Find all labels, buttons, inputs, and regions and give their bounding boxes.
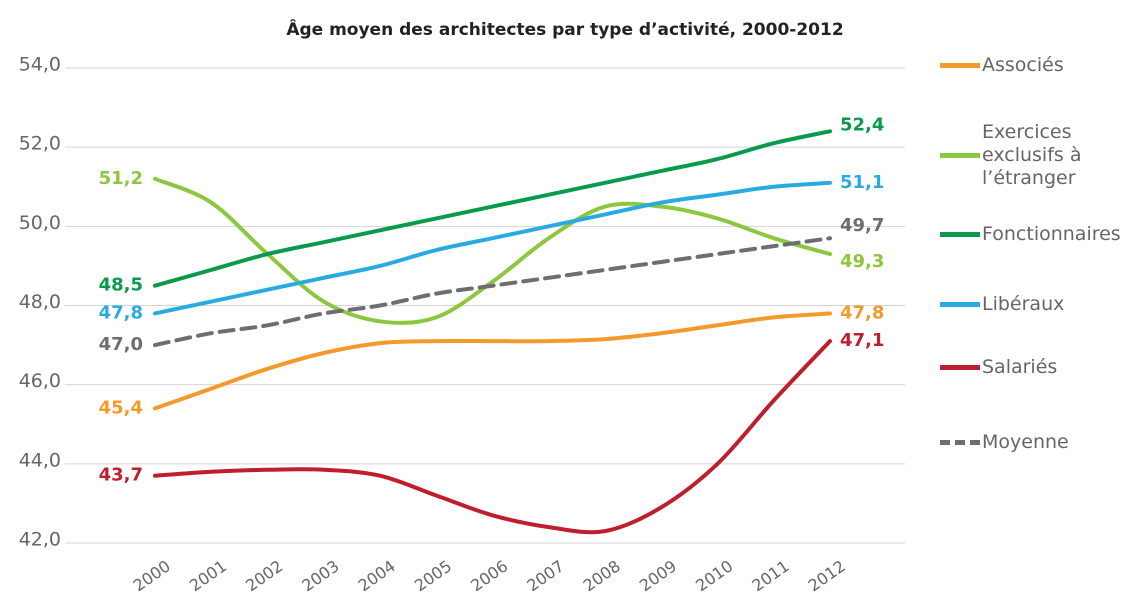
x-tick-label: 2008 bbox=[580, 556, 624, 595]
legend-item: Fonctionnaires bbox=[940, 223, 1131, 246]
legend-item: Moyenne bbox=[940, 431, 1131, 454]
legend-label: Exercices exclusifs à l’étranger bbox=[982, 120, 1082, 189]
legend-label: Libéraux bbox=[982, 293, 1065, 315]
x-tick-label: 2002 bbox=[242, 556, 286, 595]
x-tick-label: 2012 bbox=[805, 556, 849, 595]
legend-swatch bbox=[940, 365, 980, 370]
y-tick-label: 46,0 bbox=[19, 370, 61, 392]
x-tick-label: 2011 bbox=[748, 556, 792, 595]
series-line bbox=[153, 180, 832, 316]
legend-item: Libéraux bbox=[940, 293, 1131, 316]
x-tick-label: 2001 bbox=[186, 556, 230, 595]
legend-label: Fonctionnaires bbox=[982, 223, 1121, 245]
x-tick-label: 2005 bbox=[411, 556, 455, 595]
data-label: 47,8 bbox=[840, 302, 884, 323]
series-line bbox=[153, 236, 832, 348]
data-label: 51,2 bbox=[99, 168, 143, 189]
y-tick-label: 42,0 bbox=[19, 529, 61, 551]
legend-item: Salariés bbox=[940, 356, 1131, 379]
x-tick-label: 2006 bbox=[467, 556, 511, 595]
data-label: 49,7 bbox=[840, 215, 884, 236]
x-tick-label: 2010 bbox=[692, 556, 736, 595]
legend-label: Associés bbox=[982, 54, 1064, 76]
data-label: 45,4 bbox=[99, 397, 143, 418]
legend-item: Associés bbox=[940, 54, 1131, 77]
x-tick-label: 2009 bbox=[636, 556, 680, 595]
legend-swatch bbox=[940, 63, 980, 68]
y-tick-label: 52,0 bbox=[19, 133, 61, 155]
data-label: 48,5 bbox=[99, 275, 143, 296]
data-label: 47,1 bbox=[840, 330, 884, 351]
legend-swatch bbox=[940, 302, 980, 307]
data-label: 52,4 bbox=[840, 114, 884, 135]
data-label: 51,1 bbox=[840, 172, 884, 193]
series-line bbox=[153, 311, 832, 411]
legend-swatch bbox=[940, 232, 980, 237]
y-tick-label: 48,0 bbox=[19, 291, 61, 313]
legend-swatch bbox=[940, 440, 980, 445]
y-tick-label: 54,0 bbox=[19, 54, 61, 76]
data-label: 47,8 bbox=[99, 302, 143, 323]
chart-title: Âge moyen des architectes par type d’act… bbox=[286, 18, 843, 40]
x-tick-label: 2004 bbox=[355, 556, 399, 595]
y-tick-label: 44,0 bbox=[19, 449, 61, 471]
legend-label: Moyenne bbox=[982, 431, 1069, 453]
data-label: 49,3 bbox=[840, 251, 884, 272]
data-label: 47,0 bbox=[99, 334, 143, 355]
x-tick-label: 2007 bbox=[523, 556, 567, 595]
series-line bbox=[153, 339, 832, 535]
legend-label: Salariés bbox=[982, 356, 1058, 378]
data-label: 43,7 bbox=[99, 465, 143, 486]
x-tick-label: 2003 bbox=[298, 556, 342, 595]
x-tick-label: 2000 bbox=[130, 556, 174, 595]
legend-item: Exercices exclusifs à l’étranger bbox=[940, 121, 1131, 190]
y-tick-label: 50,0 bbox=[19, 212, 61, 234]
legend-swatch bbox=[940, 152, 980, 158]
series-line bbox=[153, 129, 832, 288]
